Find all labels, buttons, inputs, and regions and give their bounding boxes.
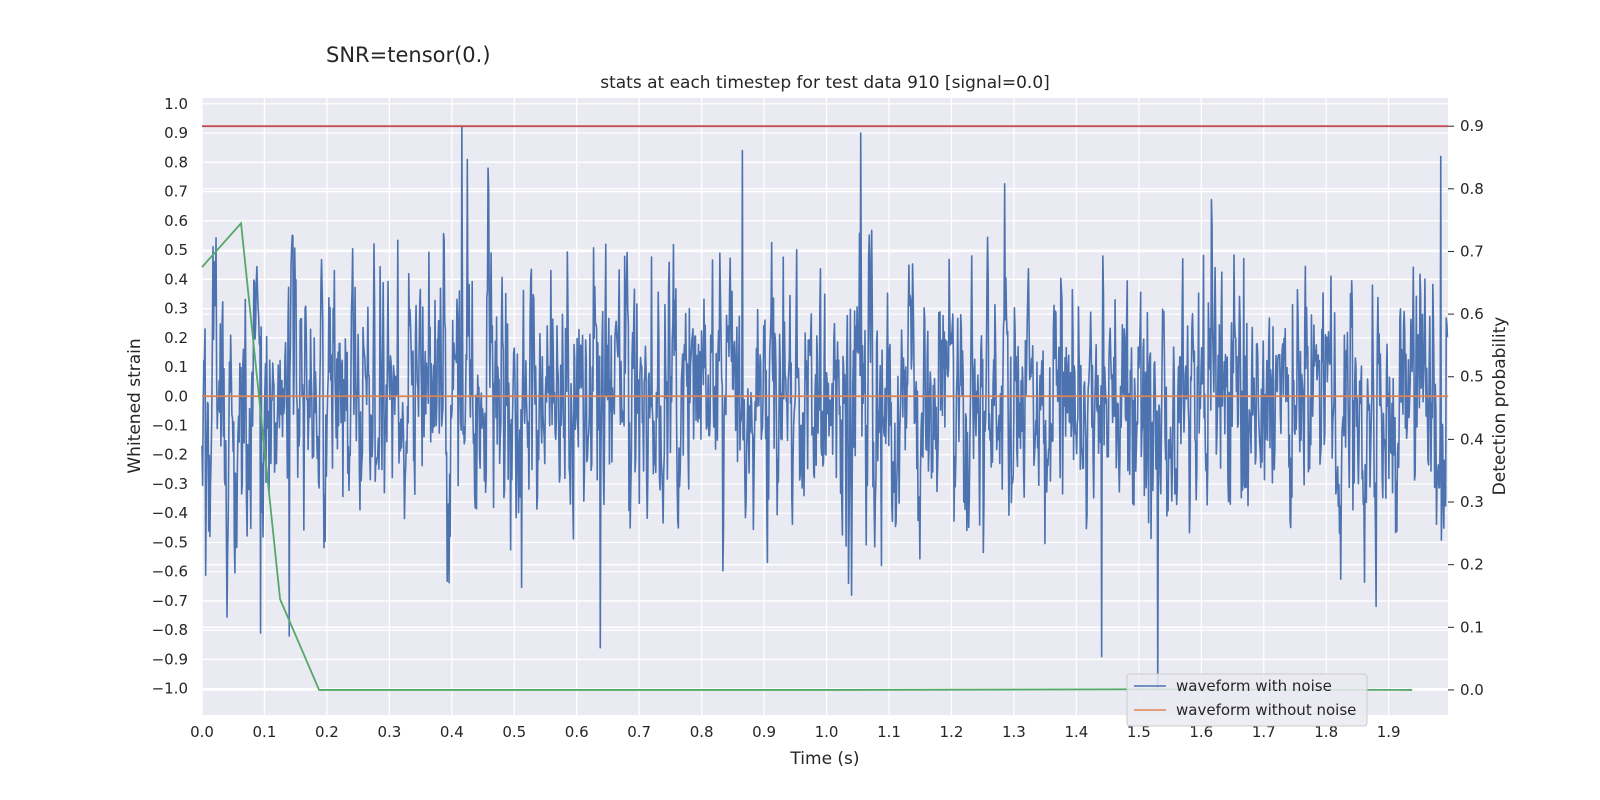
x-tick-label: 1.8 [1314,723,1338,741]
y-tick-label: 0.9 [164,124,188,142]
x-tick-label: 1.7 [1252,723,1276,741]
x-tick-label: 1.4 [1064,723,1088,741]
x-tick-label: 0.7 [627,723,651,741]
y-tick-label: 0.4 [164,270,188,288]
series-layer [201,125,1449,691]
y-tick-label: −0.3 [152,475,188,493]
y-tick-label: 0.1 [164,358,188,376]
y2-tick-label: 0.8 [1460,180,1484,198]
chart-title: stats at each timestep for test data 910… [600,73,1050,93]
y-tick-label: 0.3 [164,300,188,318]
y-tick-label: −1.0 [152,680,188,698]
y2-tick-label: 0.7 [1460,242,1484,260]
y-tick-label: 0.5 [164,241,188,259]
y2-tick-label: 0.0 [1460,681,1484,699]
y-tick-label: −0.8 [152,621,188,639]
legend-box [1126,673,1368,727]
y-tick-label: −0.5 [152,533,188,551]
legend: waveform with noise waveform without noi… [1126,673,1368,727]
x-tick-label: 0.2 [315,723,339,741]
x-tick-label: 0.4 [440,723,464,741]
series-detection-probability [201,221,1413,691]
x-tick-label: 1.9 [1377,723,1401,741]
y-axis-right: 0.0 0.1 0.2 0.3 0.4 0.5 0.6 0.7 0.8 0.9 [1448,117,1484,699]
y-tick-label: −0.1 [152,417,188,435]
y-tick-label: 1.0 [164,95,188,113]
x-tick-label: 1.2 [940,723,964,741]
x-tick-label: 0.0 [190,723,214,741]
chart-suptitle: SNR=tensor(0.) [326,43,491,67]
y2-tick-label: 0.4 [1460,430,1484,448]
y-tick-label: 0.2 [164,329,188,347]
x-tick-label: 1.6 [1189,723,1213,741]
x-tick-label: 0.8 [690,723,714,741]
y-tick-label: −0.4 [152,504,188,522]
y2-tick-label: 0.5 [1460,368,1484,386]
y-tick-label: 0.0 [164,387,188,405]
x-tick-label: 1.3 [1002,723,1026,741]
y-tick-label: −0.2 [152,446,188,464]
legend-label-clean: waveform without noise [1176,701,1356,719]
y-tick-label: 0.8 [164,153,188,171]
x-axis: 0.0 0.1 0.2 0.3 0.4 0.5 0.6 0.7 0.8 0.9 1.0 1.1 1.2 1… [190,723,1401,741]
x-tick-label: 0.3 [377,723,401,741]
x-tick-label: 1.5 [1127,723,1151,741]
x-tick-label: 1.0 [815,723,839,741]
y-tick-label: 0.7 [164,183,188,201]
legend-label-noise: waveform with noise [1176,677,1332,695]
x-tick-label: 0.1 [253,723,277,741]
y2-tick-label: 0.2 [1460,556,1484,574]
y-axis-left: 1.0 0.9 0.8 0.7 0.6 0.5 0.4 0.3 0.2 0.1 0.0 −0.1 −0.… [152,95,188,698]
y-tick-label: 0.6 [164,212,188,230]
y-tick-label: −0.9 [152,650,188,668]
x-tick-label: 0.9 [752,723,776,741]
y-tick-label: −0.6 [152,563,188,581]
y-tick-label: −0.7 [152,592,188,610]
y-axis-label: Whitened strain [125,338,145,473]
y2-tick-label: 0.6 [1460,305,1484,323]
y2-tick-label: 0.3 [1460,493,1484,511]
y2-tick-label: 0.1 [1460,618,1484,636]
x-tick-label: 1.1 [877,723,901,741]
x-tick-label: 0.5 [502,723,526,741]
y2-tick-label: 0.9 [1460,117,1484,135]
y2-axis-label: Detection probability [1490,317,1510,496]
x-axis-label: Time (s) [789,749,859,769]
series-waveform-with-noise [201,126,1449,690]
x-tick-label: 0.6 [565,723,589,741]
